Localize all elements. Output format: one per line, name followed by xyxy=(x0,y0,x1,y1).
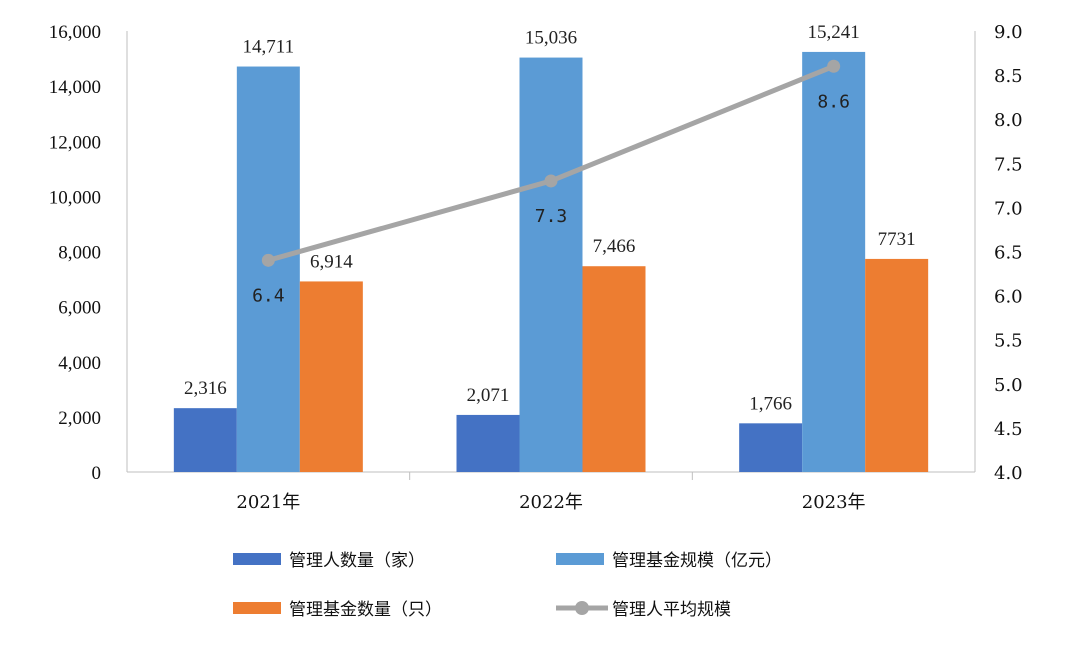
right-axis-tick-label: 9.0 xyxy=(994,22,1023,43)
right-axis-tick-label: 8.0 xyxy=(994,110,1023,131)
right-axis-tick-label: 4.0 xyxy=(994,463,1023,484)
line-data-label: 6.4 xyxy=(252,285,285,306)
bar-2-2 xyxy=(519,57,583,472)
bar-data-label: 15,036 xyxy=(525,28,577,49)
bar-2-3 xyxy=(802,51,866,473)
left-axis-tick-label: 8,000 xyxy=(58,243,101,264)
bar-3-1 xyxy=(299,281,363,472)
legend-label: 管理人数量（家） xyxy=(289,551,425,571)
bar-data-label: 2,071 xyxy=(467,385,510,406)
left-axis-tick-label: 4,000 xyxy=(58,353,101,374)
bar-data-label: 7731 xyxy=(878,229,916,250)
bar-1-3 xyxy=(739,423,803,472)
bar-data-label: 7,466 xyxy=(593,236,636,257)
right-axis-tick-label: 4.5 xyxy=(994,419,1023,440)
legend-swatch xyxy=(233,602,281,614)
legend-swatch xyxy=(556,553,604,565)
right-axis-tick-label: 8.5 xyxy=(994,66,1023,87)
bar-data-label: 6,914 xyxy=(310,251,353,272)
bar-1-2 xyxy=(456,414,520,472)
line-data-label: 7.3 xyxy=(535,206,568,227)
x-axis-category-label: 2021年 xyxy=(236,492,300,513)
bar-data-label: 1,766 xyxy=(749,393,792,414)
bar-2-1 xyxy=(236,66,300,472)
left-axis-tick-label: 0 xyxy=(92,463,102,484)
left-axis-tick-label: 14,000 xyxy=(49,77,101,98)
right-axis-tick-label: 5.0 xyxy=(994,375,1023,396)
left-axis-tick-label: 6,000 xyxy=(58,298,101,319)
right-axis-tick-label: 5.5 xyxy=(994,331,1023,352)
line-point xyxy=(544,174,558,188)
right-axis-tick-label: 6.0 xyxy=(994,287,1023,308)
right-axis-tick-label: 6.5 xyxy=(994,243,1023,264)
bar-3-2 xyxy=(582,266,646,472)
bar-data-label: 2,316 xyxy=(184,378,227,399)
legend-label: 管理人平均规模 xyxy=(612,600,731,620)
bar-data-label: 15,241 xyxy=(808,22,860,43)
line-point xyxy=(261,253,275,267)
left-axis-tick-label: 16,000 xyxy=(49,22,101,43)
right-axis-tick-label: 7.0 xyxy=(994,198,1023,219)
legend-label: 管理基金数量（只） xyxy=(289,600,442,620)
x-axis-category-label: 2023年 xyxy=(802,492,866,513)
legend-swatch-marker xyxy=(575,601,589,615)
bar-1-1 xyxy=(173,408,237,472)
x-axis-category-label: 2022年 xyxy=(519,492,583,513)
legend-swatch xyxy=(233,553,281,565)
line-point xyxy=(827,59,841,73)
right-axis-tick-label: 7.5 xyxy=(994,154,1023,175)
left-axis-tick-label: 10,000 xyxy=(49,187,101,208)
legend-label: 管理基金规模（亿元） xyxy=(612,551,782,571)
bar-data-label: 14,711 xyxy=(243,37,295,58)
left-axis-tick-label: 2,000 xyxy=(58,408,101,429)
left-axis-tick-label: 12,000 xyxy=(49,132,101,153)
bar-3-3 xyxy=(865,258,929,472)
line-data-label: 8.6 xyxy=(817,91,850,112)
